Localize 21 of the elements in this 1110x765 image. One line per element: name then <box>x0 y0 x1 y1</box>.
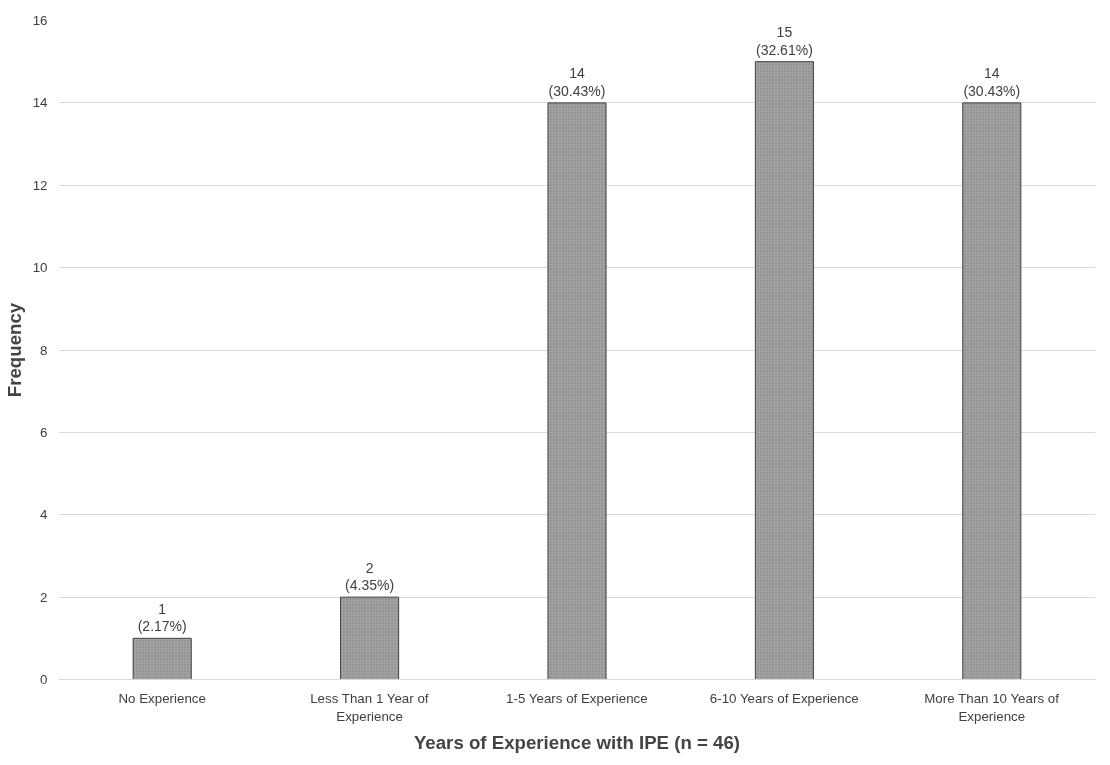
y-tick-label: 16 <box>32 13 48 28</box>
x-tick-label: 6-10 Years of Experience <box>709 690 859 706</box>
y-tick-label: 4 <box>40 507 49 523</box>
data-label: 15 (32.61%) <box>756 24 813 58</box>
x-tick-label: No Experience <box>118 690 206 706</box>
x-tick-label: More Than 10 Years of Experience <box>924 690 1060 724</box>
x-axis-title: Years of Experience with IPE (n = 46) <box>413 731 741 753</box>
data-label: 1 (2.17%) <box>137 600 187 635</box>
y-axis-title: Frequency <box>3 302 25 398</box>
y-tick-label: 12 <box>32 177 48 193</box>
data-label: 2 (4.35%) <box>345 559 395 594</box>
y-tick-label: 10 <box>32 260 48 276</box>
y-tick-label: 14 <box>32 95 49 111</box>
y-tick-label: 8 <box>40 342 48 358</box>
data-label: 14 (30.43%) <box>548 65 606 99</box>
x-tick-label: 1-5 Years of Experience <box>506 690 648 706</box>
x-tick-label: Less Than 1 Year of Experience <box>310 690 429 724</box>
y-tick-label: 2 <box>40 589 48 605</box>
y-tick-label: 6 <box>40 424 48 440</box>
y-tick-label: 0 <box>40 672 48 687</box>
data-label: 14 (30.43%) <box>963 65 1021 99</box>
